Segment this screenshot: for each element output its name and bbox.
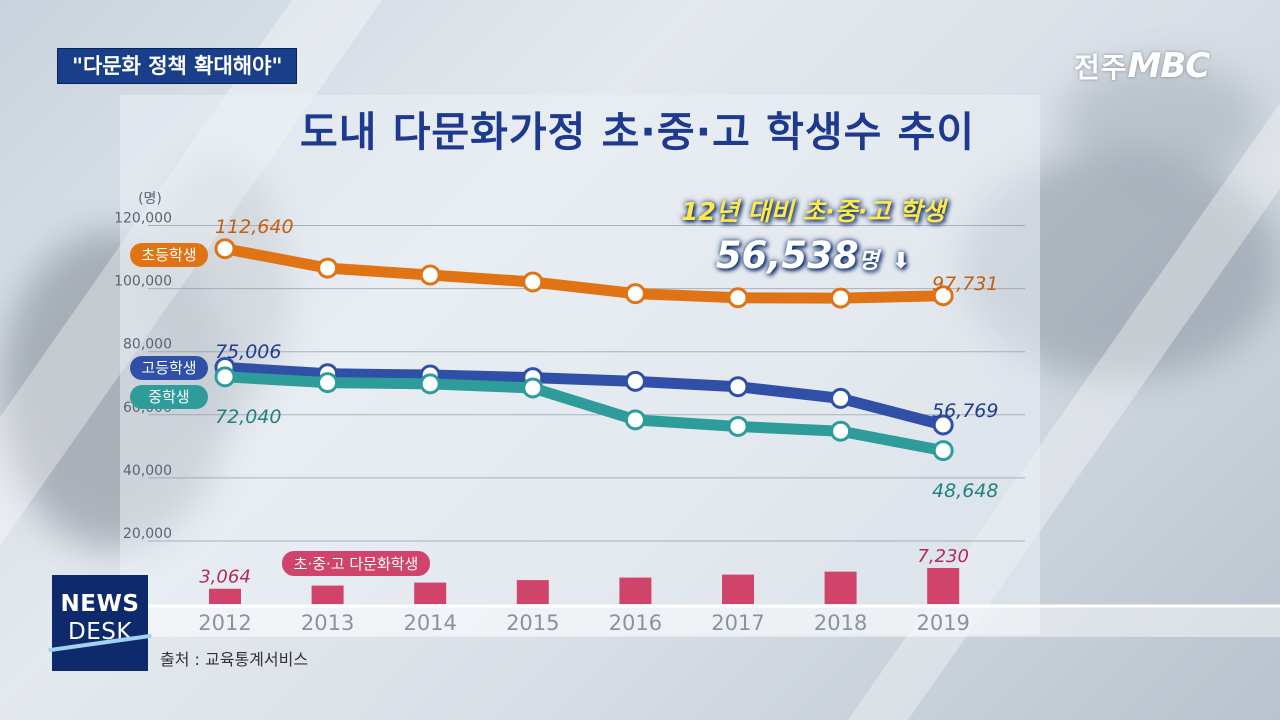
highlight-value-line: 56,538명 ⬇ xyxy=(668,234,958,277)
legend-label: 초등학생 xyxy=(141,246,196,264)
series-value-label: 112,640 xyxy=(215,216,294,238)
axis-band xyxy=(148,605,1280,637)
logo-prefix: 전주 xyxy=(1074,51,1128,84)
bar xyxy=(619,577,652,604)
bar xyxy=(311,585,344,604)
series-value-label: 97,731 xyxy=(932,273,998,295)
legend-pill xyxy=(130,243,208,267)
data-point xyxy=(522,377,544,399)
bar xyxy=(824,571,857,604)
data-point xyxy=(830,420,852,442)
x-tick-label: 2015 xyxy=(506,611,559,635)
legend-pill xyxy=(130,385,208,409)
highlight-value: 56,538 xyxy=(715,234,859,277)
series-line xyxy=(219,361,949,431)
news-topic-tag: "다문화 정책 확대해야" xyxy=(57,48,298,84)
y-tick-label: 40,000 xyxy=(123,463,172,479)
y-tick-label: 80,000 xyxy=(123,337,172,353)
data-point xyxy=(214,366,236,388)
newsdesk-logo: NEWS DESK xyxy=(48,575,152,671)
data-point xyxy=(214,238,236,260)
chart-title: 도내 다문화가정 초·중·고 학생수 추이 xyxy=(300,108,976,156)
logo-brand: MBC xyxy=(1127,46,1211,86)
source-note: 출처 : 교육통계서비스 xyxy=(160,650,309,669)
bar xyxy=(209,588,241,604)
data-point xyxy=(419,373,441,395)
highlight-caption: 12년 대비 초·중·고 학생 xyxy=(681,197,945,226)
highlight-callout: 12년 대비 초·중·고 학생 56,538명 ⬇ xyxy=(668,192,958,277)
bar-legend-pill xyxy=(282,551,430,576)
y-tick-label: 100,000 xyxy=(114,274,172,290)
series-line xyxy=(219,371,949,457)
x-tick-label: 2018 xyxy=(814,611,867,635)
data-point xyxy=(727,376,749,398)
series-value-label: 75,006 xyxy=(215,341,281,363)
y-tick-label: 120,000 xyxy=(114,211,172,227)
data-point xyxy=(932,440,954,462)
y-axis-unit: (명) xyxy=(138,191,162,207)
x-tick-label: 2014 xyxy=(403,611,456,635)
bar xyxy=(516,580,549,604)
newsdesk-line1: NEWS xyxy=(60,591,140,617)
data-point xyxy=(522,271,544,293)
x-tick-label: 2019 xyxy=(916,611,969,635)
data-point xyxy=(624,283,646,305)
data-point xyxy=(932,414,954,436)
data-point xyxy=(727,415,749,437)
series-value-label: 48,648 xyxy=(932,480,998,502)
bar xyxy=(414,582,447,604)
data-point xyxy=(624,409,646,431)
data-point xyxy=(317,372,339,394)
data-point xyxy=(624,370,646,392)
legend-label: 중학생 xyxy=(148,388,189,406)
data-point xyxy=(419,264,441,286)
broadcaster-logo: 전주MBC xyxy=(1074,46,1211,86)
bar xyxy=(722,574,754,604)
y-tick-label: 20,000 xyxy=(123,526,172,542)
data-point xyxy=(727,287,749,309)
down-arrow-icon: ⬇ xyxy=(891,249,911,274)
bar-value-label: 7,230 xyxy=(917,546,969,567)
series-value-label: 56,769 xyxy=(932,400,998,422)
x-tick-label: 2012 xyxy=(198,611,251,635)
x-tick-label: 2017 xyxy=(711,611,764,635)
highlight-unit: 명 xyxy=(858,249,879,274)
x-tick-label: 2016 xyxy=(609,611,662,635)
x-tick-label: 2013 xyxy=(301,611,354,635)
bar xyxy=(927,568,960,604)
series-value-label: 72,040 xyxy=(215,406,281,428)
legend-label: 고등학생 xyxy=(141,359,196,377)
series-line xyxy=(219,243,949,304)
data-point xyxy=(932,285,954,307)
data-point xyxy=(317,257,339,279)
bar-legend-label: 초·중·고 다문화학생 xyxy=(294,555,419,573)
data-point xyxy=(830,387,852,409)
bar-value-label: 3,064 xyxy=(199,567,251,588)
data-point xyxy=(830,287,852,309)
legend-pill xyxy=(130,356,208,380)
